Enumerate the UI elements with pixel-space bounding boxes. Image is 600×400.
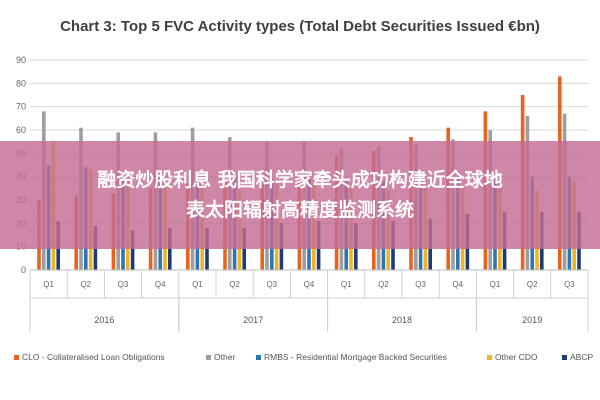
overlay-banner: 融资炒股利息 我国科学家牵头成功构建近全球地 表太阳辐射高精度监测系统 xyxy=(0,141,600,249)
x-tick-label: Q4 xyxy=(452,280,463,289)
y-tick-label: 90 xyxy=(16,55,26,65)
overlay-line-1: 融资炒股利息 我国科学家牵头成功构建近全球地 xyxy=(97,169,503,191)
legend-label: CLO - Collateralised Loan Obligations xyxy=(22,352,165,362)
bar xyxy=(242,228,246,270)
legend-label: Other xyxy=(214,352,235,362)
x-axis: Q1 Q2 Q3 Q4 Q1 Q2 Q3 Q4 Q1 Q2 Q3 Q4 Q1 Q2 Q3 2016 2017 20… xyxy=(29,269,589,332)
x-tick-label: Q3 xyxy=(564,280,575,289)
legend: CLO - Collateralised Loan Obligations Oth… xyxy=(14,352,593,362)
bar xyxy=(130,230,135,270)
x-tick-label: Q3 xyxy=(266,280,277,289)
year-label: 2019 xyxy=(522,315,542,325)
y-tick-label: 60 xyxy=(16,125,26,135)
y-tick-label: 80 xyxy=(16,78,26,88)
chart-title: Chart 3: Top 5 FVC Activity types (Total… xyxy=(60,18,540,35)
overlay-line-2: 表太阳辐射高精度监测系统 xyxy=(185,199,414,221)
year-label: 2018 xyxy=(392,315,412,325)
x-tick-label: Q2 xyxy=(229,280,240,289)
x-tick-label: Q2 xyxy=(80,280,91,289)
legend-label: Other CDO xyxy=(495,352,538,362)
legend-swatch xyxy=(487,355,492,360)
x-tick-label: Q1 xyxy=(43,280,54,289)
bar xyxy=(205,228,209,270)
legend-label: ABCP xyxy=(570,352,593,362)
x-tick-label: Q3 xyxy=(118,280,129,289)
x-tick-label: Q4 xyxy=(304,280,315,289)
legend-label: RMBS - Residential Mortgage Backed Secur… xyxy=(264,352,447,362)
legend-swatch xyxy=(562,355,567,360)
y-tick-label: 70 xyxy=(16,102,26,112)
x-tick-label: Q4 xyxy=(155,280,166,289)
x-tick-label: Q1 xyxy=(341,280,352,289)
x-tick-label: Q1 xyxy=(192,280,203,289)
x-tick-label: Q2 xyxy=(378,280,389,289)
legend-swatch xyxy=(14,355,19,360)
legend-swatch xyxy=(256,355,261,360)
x-tick-label: Q2 xyxy=(527,280,538,289)
legend-swatch xyxy=(206,355,211,360)
x-tick-label: Q3 xyxy=(415,280,426,289)
y-tick-label: 0 xyxy=(21,265,26,275)
year-label: 2017 xyxy=(243,315,263,325)
x-tick-label: Q1 xyxy=(490,280,501,289)
bar xyxy=(168,228,172,270)
year-label: 2016 xyxy=(94,315,114,325)
